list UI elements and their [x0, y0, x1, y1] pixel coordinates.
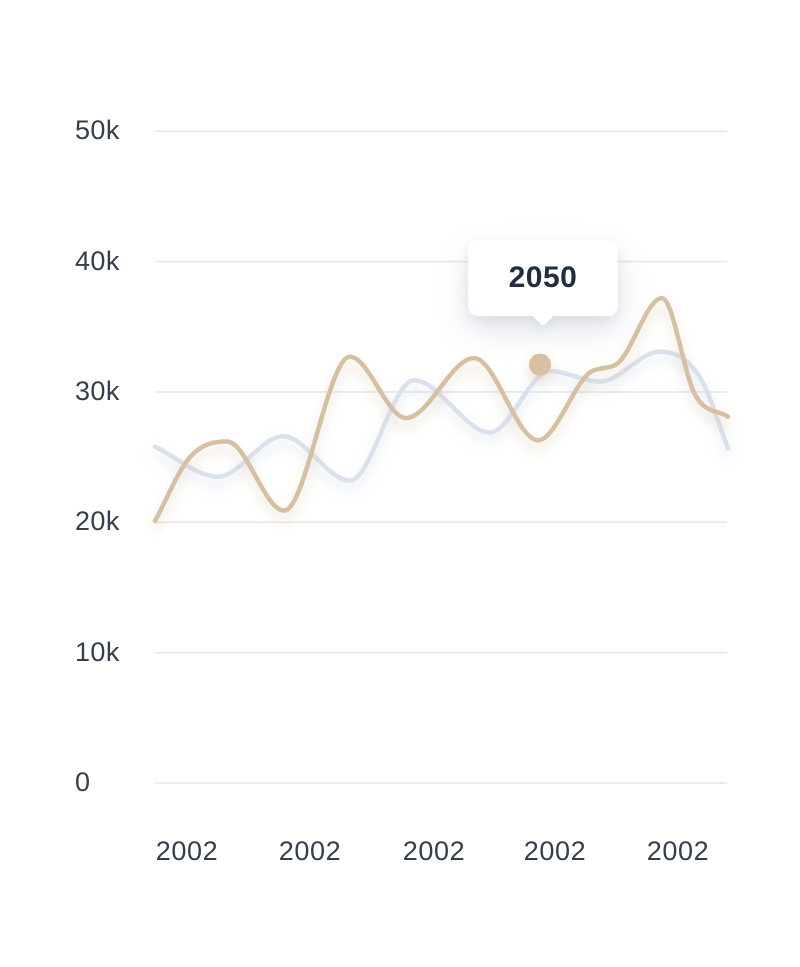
y-axis-label: 40k [75, 245, 120, 276]
y-axis-label: 20k [75, 506, 120, 537]
tooltip-value: 2050 [508, 261, 578, 294]
tooltip: 2050 [468, 240, 618, 327]
y-axis-label: 10k [75, 636, 120, 667]
y-axis-label: 30k [75, 375, 120, 406]
y-axis-label: 0 [75, 766, 91, 797]
x-axis-label: 2002 [278, 836, 342, 866]
series-secondary-line[interactable] [152, 349, 731, 483]
x-axis-label: 2002 [523, 836, 587, 866]
x-axis-label: 2002 [155, 836, 219, 866]
active-point-marker[interactable] [529, 353, 551, 376]
series-primary-line[interactable] [152, 295, 731, 524]
x-axis-label: 2002 [646, 836, 710, 866]
x-axis-label: 2002 [402, 836, 466, 866]
y-axis-label: 50k [75, 115, 120, 146]
